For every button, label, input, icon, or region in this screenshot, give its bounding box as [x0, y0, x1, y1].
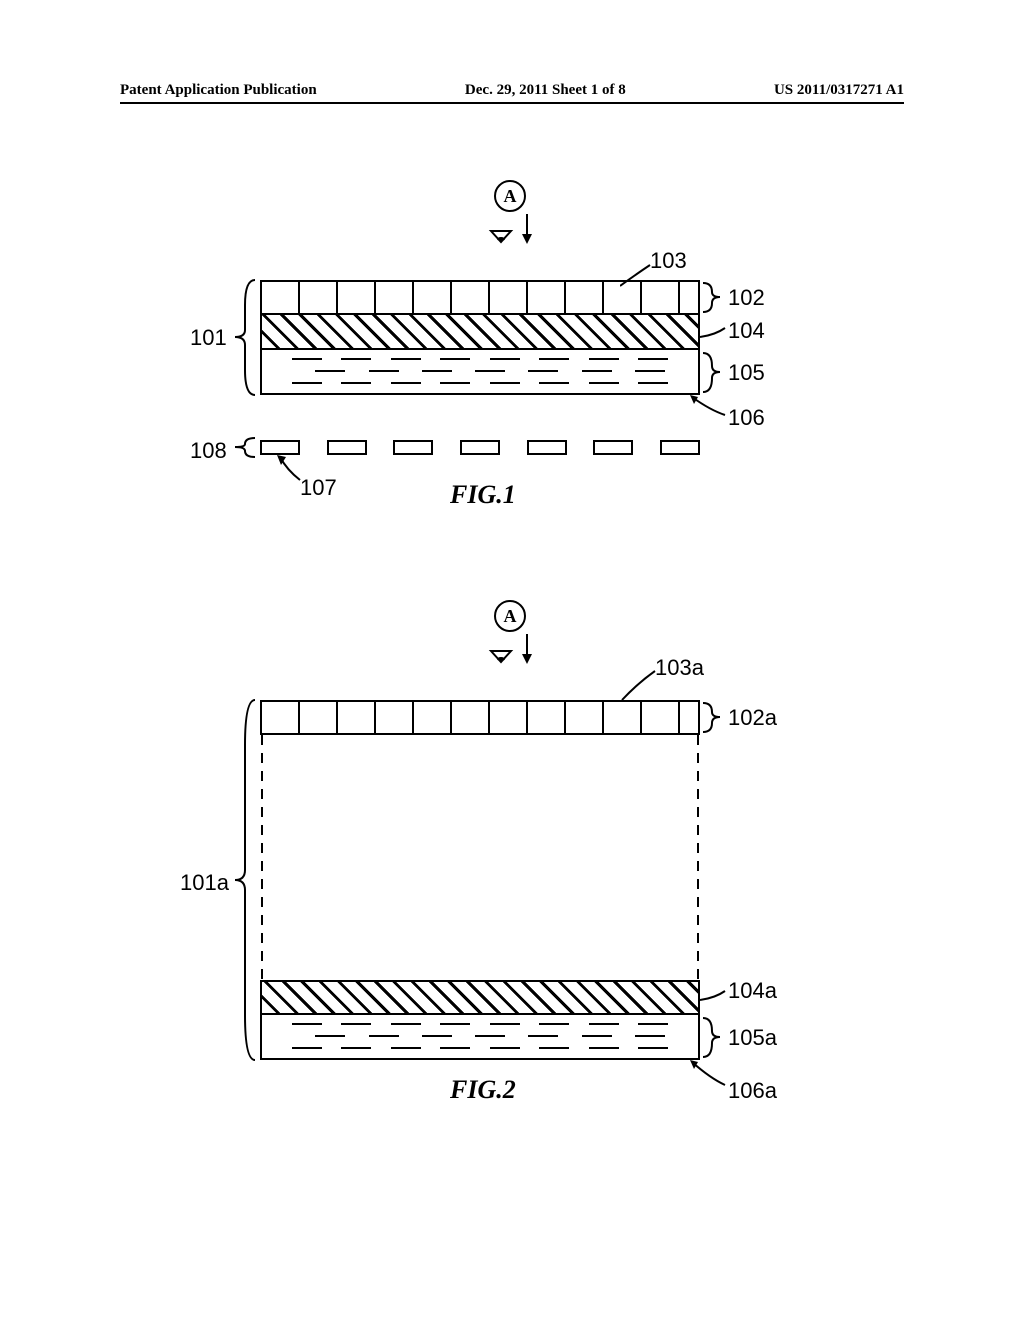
leader-106: [690, 395, 730, 420]
cell: [300, 702, 338, 733]
header-divider: [120, 102, 904, 104]
cell: [604, 702, 642, 733]
box: [327, 440, 367, 455]
curly-101: [230, 275, 260, 400]
leader-106a: [690, 1060, 730, 1090]
dash-row: [262, 358, 698, 360]
box: [460, 440, 500, 455]
label-106a: 106a: [728, 1078, 777, 1104]
layer-105a: [260, 1015, 700, 1060]
eye-label: A: [504, 186, 517, 207]
figure-1: A 103: [200, 180, 820, 530]
header-left: Patent Application Publication: [120, 82, 317, 99]
cell: [262, 702, 300, 733]
label-106: 106: [728, 405, 765, 431]
label-102a: 102a: [728, 705, 777, 731]
cell: [376, 702, 414, 733]
bottom-stack-fig2: [260, 980, 700, 1060]
cell: [604, 282, 642, 313]
leader-104a: [700, 988, 730, 1003]
bottom-boxes-108: [260, 440, 700, 455]
layer-104: [260, 315, 700, 350]
curly-105a: [700, 1015, 725, 1060]
cell: [528, 282, 566, 313]
dash-row: [262, 1035, 698, 1037]
cell: [490, 282, 528, 313]
arrow-down-icon: [520, 214, 534, 244]
box-107: [260, 440, 300, 455]
dash-row: [262, 1047, 698, 1049]
cell: [414, 282, 452, 313]
eye-symbol-fig1: A: [486, 180, 534, 249]
top-cells: [260, 700, 700, 735]
vertical-dashed-lines: [260, 735, 700, 980]
cell: [566, 702, 604, 733]
eye-label: A: [504, 606, 517, 627]
layer-102: [260, 280, 700, 315]
cell: [680, 282, 698, 313]
label-101a: 101a: [180, 870, 229, 896]
header-center: Dec. 29, 2011 Sheet 1 of 8: [465, 82, 626, 99]
box: [593, 440, 633, 455]
cell: [300, 282, 338, 313]
curly-102: [700, 280, 725, 315]
cell: [338, 702, 376, 733]
cell: [262, 282, 300, 313]
dash-row: [262, 370, 698, 372]
cell: [528, 702, 566, 733]
label-101: 101: [190, 325, 227, 351]
dash-row: [262, 382, 698, 384]
cell: [642, 702, 680, 733]
layer-104a: [260, 980, 700, 1015]
page-header: Patent Application Publication Dec. 29, …: [0, 82, 1024, 99]
eye-icon: [486, 646, 516, 664]
fig1-caption: FIG.1: [450, 480, 516, 510]
cell: [452, 282, 490, 313]
cell: [680, 702, 698, 733]
label-104: 104: [728, 318, 765, 344]
cell: [338, 282, 376, 313]
curly-102a: [700, 700, 725, 735]
eye-circle-icon: A: [494, 180, 526, 212]
leader-104: [700, 325, 730, 340]
leader-103a: [620, 668, 680, 703]
label-104a: 104a: [728, 978, 777, 1004]
curly-105: [700, 350, 725, 395]
cell: [566, 282, 604, 313]
box: [527, 440, 567, 455]
layer-102a: [260, 700, 700, 735]
eye-symbol-fig2: A: [486, 600, 534, 669]
label-105: 105: [728, 360, 765, 386]
layer-105: [260, 350, 700, 395]
box: [393, 440, 433, 455]
cell: [452, 702, 490, 733]
label-102: 102: [728, 285, 765, 311]
cell: [642, 282, 680, 313]
fig2-caption: FIG.2: [450, 1075, 516, 1105]
layer-stack-fig1: [260, 280, 700, 395]
arrow-down-icon: [520, 634, 534, 664]
label-107: 107: [300, 475, 337, 501]
cell: [490, 702, 528, 733]
cell: [376, 282, 414, 313]
eye-icon: [486, 226, 516, 244]
eye-circle-icon: A: [494, 600, 526, 632]
dash-row: [262, 1023, 698, 1025]
label-105a: 105a: [728, 1025, 777, 1051]
figure-2: A 103a: [200, 600, 820, 1150]
curly-101a: [230, 695, 260, 1065]
label-108: 108: [190, 438, 227, 464]
curly-108: [230, 435, 258, 460]
cell: [414, 702, 452, 733]
header-right: US 2011/0317271 A1: [774, 82, 904, 99]
box: [660, 440, 700, 455]
